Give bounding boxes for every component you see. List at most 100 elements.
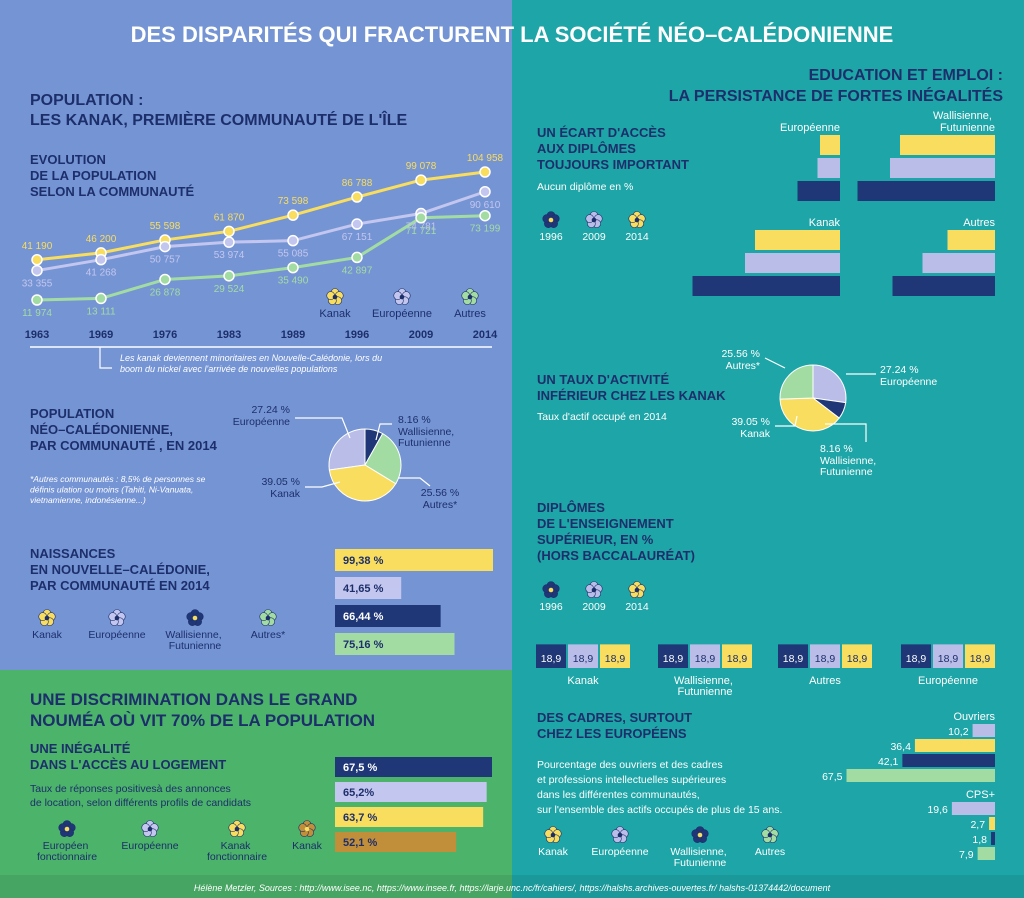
legend-label: Wallisienne, Futunienne — [165, 629, 224, 652]
note: *Autres communautés : 8,5% de personnes … — [30, 474, 206, 484]
data-label: 53 974 — [214, 250, 245, 261]
pie-slice — [328, 428, 366, 471]
legend-label: Kanak — [538, 846, 569, 858]
petal-center — [548, 217, 554, 223]
legend-label: 2014 — [625, 601, 649, 613]
data-label: 18,9 — [815, 653, 836, 665]
legend-icon — [58, 820, 76, 837]
label-line: Wallisienne, — [674, 675, 736, 687]
petal-center — [767, 832, 773, 838]
point — [159, 240, 171, 253]
legend-icon — [141, 820, 159, 837]
chart-title: NÉO–CALÉDONIENNE, — [30, 422, 173, 437]
bar — [335, 605, 441, 627]
bar — [335, 807, 484, 827]
legend-label: Européenne — [121, 840, 178, 852]
legend-icon — [38, 609, 56, 626]
petal-center — [304, 826, 310, 832]
label-line: Futunienne — [677, 686, 732, 698]
x-tick-label: 1996 — [345, 329, 369, 341]
bar — [335, 757, 492, 777]
legend-label: 1996 — [539, 231, 563, 243]
legend-icon — [761, 826, 779, 843]
data-label: 8.16 % — [820, 443, 853, 455]
bar — [922, 253, 995, 273]
label-line: Futunienne — [940, 122, 995, 134]
point — [351, 218, 363, 230]
point — [159, 273, 171, 286]
data-label: 36,4 — [890, 741, 911, 753]
data-label: 18,9 — [727, 653, 748, 665]
leader-line — [825, 423, 867, 442]
x-tick-label: 1976 — [153, 329, 177, 341]
legend-label: 2009 — [582, 601, 606, 613]
pie-slice — [812, 364, 847, 404]
petal-center — [234, 826, 240, 832]
category-label: Européenne — [233, 416, 290, 428]
data-label: 65,2% — [343, 787, 374, 799]
annotation: boom du nickel avec l'arrivée de nouvell… — [120, 364, 338, 374]
label-line: fonctionnaire — [207, 851, 267, 863]
category-label: Ouvriers — [953, 711, 995, 723]
point — [223, 236, 235, 248]
chart-title: DIPLÔMES — [537, 500, 605, 515]
note: définis ulation ou moins (Tahiti, Ni-Van… — [30, 485, 193, 495]
data-label: 41,65 % — [343, 583, 384, 595]
section-title: POPULATION : — [30, 92, 143, 109]
category-label: Européenne — [780, 122, 840, 134]
data-label: 11 974 — [22, 308, 52, 319]
data-label: 41 268 — [86, 268, 117, 279]
data-label: 2,7 — [970, 819, 985, 831]
pie-slice — [364, 432, 402, 485]
bar — [536, 644, 566, 668]
petal-center — [147, 826, 153, 832]
footer: Hélène Metzler, Sources : http://www.ise… — [194, 883, 831, 893]
category-label: Autres* — [726, 360, 760, 372]
legend-icon — [628, 581, 646, 598]
point — [351, 191, 363, 203]
data-label: 18,9 — [605, 653, 626, 665]
bar — [890, 158, 995, 178]
chart-title: DE LA POPULATION — [30, 168, 156, 183]
legend-icon — [228, 820, 246, 837]
x-tick-label: 1963 — [25, 329, 49, 341]
point — [479, 166, 491, 178]
point — [31, 294, 43, 306]
data-label: 75,16 % — [343, 639, 384, 651]
line — [36, 214, 486, 302]
label-line: Kanak — [221, 840, 254, 852]
subtitle: Aucun diplôme en % — [537, 181, 633, 193]
section-title: LA PERSISTANCE DE FORTES INÉGALITÉS — [669, 86, 1004, 105]
bar — [568, 644, 598, 668]
data-label: 39.05 % — [261, 476, 300, 488]
legend-label: Autres — [755, 846, 785, 858]
data-label: 99 078 — [406, 161, 437, 172]
bar — [846, 769, 995, 782]
data-label: 73 199 — [470, 224, 501, 235]
category-label: CPS+ — [966, 789, 995, 801]
legend-icon — [298, 820, 316, 837]
legend-label: Européenne — [591, 846, 648, 858]
chart-title: DE L'ENSEIGNEMENT — [537, 516, 674, 531]
petal-center — [548, 587, 554, 593]
data-label: 1,8 — [972, 834, 987, 846]
point — [31, 254, 43, 266]
legend-icon — [186, 609, 204, 626]
point — [223, 270, 235, 282]
data-label: 50 757 — [150, 255, 181, 266]
legend-icon — [585, 581, 603, 598]
petal-center — [617, 832, 623, 838]
category-label: Wallisienne, Futunienne — [933, 110, 995, 134]
legend-icon — [691, 826, 709, 843]
bar — [335, 577, 402, 599]
point — [223, 225, 235, 238]
data-label: 41 190 — [22, 241, 53, 252]
leader-line — [295, 417, 351, 439]
data-label: 27.24 % — [251, 404, 290, 416]
petal-center — [192, 615, 198, 621]
petal-center — [265, 615, 271, 621]
label-line: Futunienne — [398, 437, 451, 449]
category-label: Autres* — [423, 499, 457, 511]
legend-icon — [108, 609, 126, 626]
data-label: 66,44 % — [343, 611, 384, 623]
